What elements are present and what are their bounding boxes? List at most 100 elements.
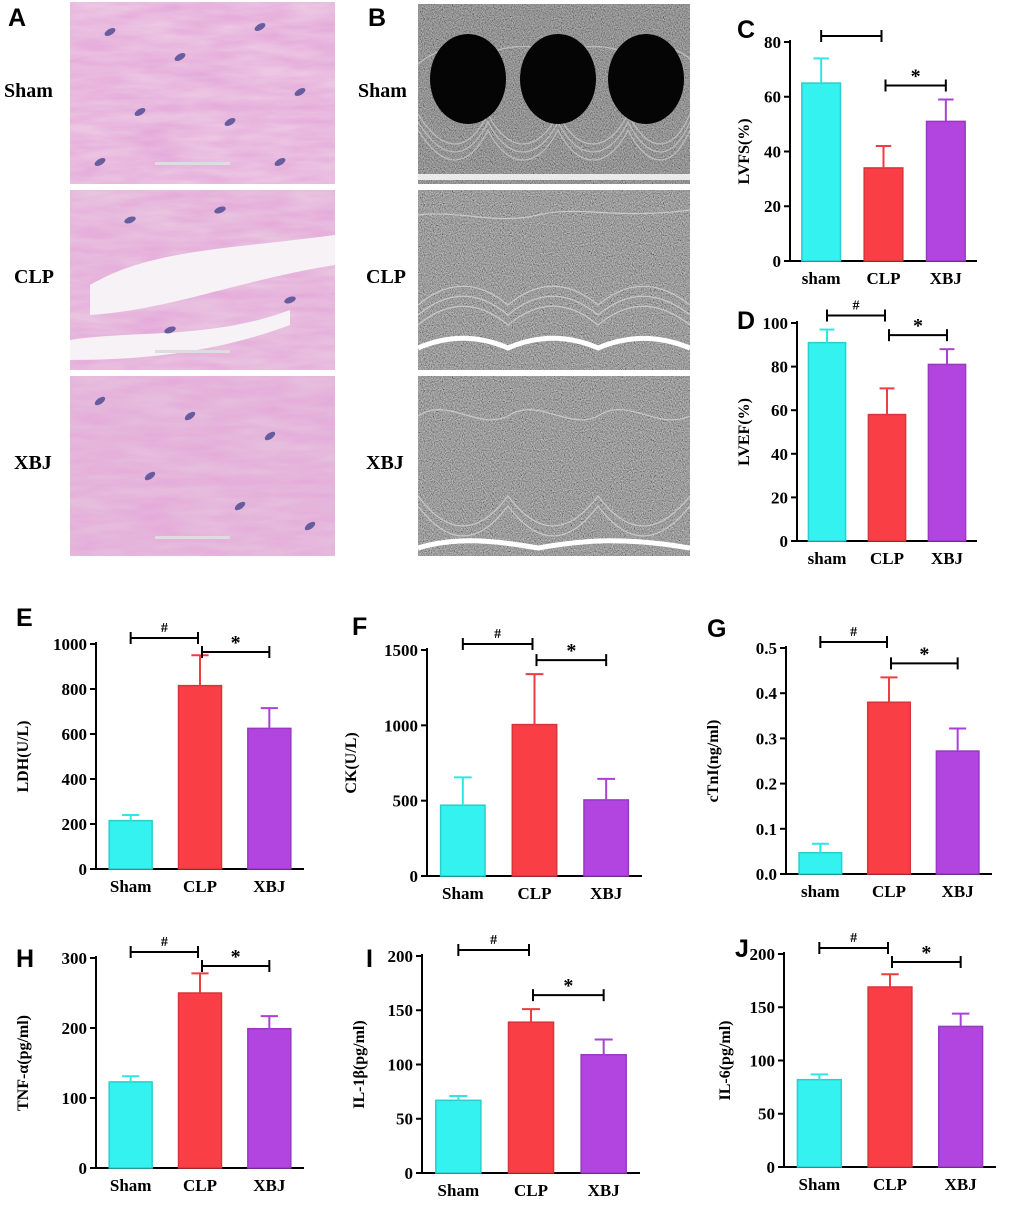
significance-marker: # bbox=[490, 933, 497, 948]
y-tick-label: 0.1 bbox=[756, 820, 777, 839]
y-tick-label: 500 bbox=[393, 792, 419, 811]
x-tick-label: CLP bbox=[872, 882, 906, 901]
x-tick-label: XBJ bbox=[930, 269, 963, 288]
echo-row-label-sham: Sham bbox=[358, 80, 407, 102]
y-tick-label: 20 bbox=[764, 197, 781, 216]
y-tick-label: 0 bbox=[410, 867, 419, 886]
panel-label-h: H bbox=[16, 945, 35, 973]
panel-label-e: E bbox=[16, 604, 33, 632]
histology-image-clp bbox=[70, 190, 335, 370]
chart-il-6: 0 50 100 150 200 Sham CLP XBJ # * IL-6(pg/ml) bbox=[716, 930, 1006, 1200]
y-tick-label: 0.3 bbox=[756, 729, 777, 748]
x-tick-label: XBJ bbox=[931, 549, 964, 568]
bar-xbj bbox=[938, 1025, 984, 1168]
y-tick-label: 100 bbox=[750, 1051, 776, 1070]
bar-sham bbox=[439, 804, 486, 877]
significance-marker: * bbox=[919, 643, 929, 665]
x-tick-label: CLP bbox=[183, 877, 217, 896]
y-tick-label: 0.4 bbox=[756, 684, 778, 703]
panel-label-a: A bbox=[8, 4, 27, 32]
y-tick-label: 0 bbox=[773, 252, 782, 271]
y-tick-label: 0.2 bbox=[756, 775, 777, 794]
significance-marker: # bbox=[494, 627, 501, 642]
echo-row-label-clp: CLP bbox=[366, 266, 406, 288]
echo-image-clp bbox=[418, 190, 690, 370]
y-tick-label: 0 bbox=[79, 1159, 88, 1178]
x-tick-label: Sham bbox=[110, 877, 152, 896]
x-tick-label: XBJ bbox=[590, 884, 623, 903]
x-tick-label: CLP bbox=[870, 549, 904, 568]
significance-marker: * bbox=[913, 315, 923, 337]
y-tick-label: 600 bbox=[62, 725, 88, 744]
bar-clp bbox=[866, 701, 912, 875]
bar-xbj bbox=[247, 1027, 292, 1169]
panel-label-j: J bbox=[735, 935, 749, 963]
y-axis-label: LVEF(%) bbox=[736, 398, 753, 466]
x-tick-label: CLP bbox=[183, 1176, 217, 1195]
bar-sham bbox=[807, 341, 847, 542]
y-tick-label: 800 bbox=[62, 680, 88, 699]
y-axis-label: IL-6(pg/ml) bbox=[717, 1021, 734, 1101]
y-tick-label: 80 bbox=[764, 33, 781, 52]
y-tick-label: 0.0 bbox=[756, 865, 777, 884]
panel-label-i: I bbox=[366, 945, 373, 973]
y-tick-label: 0.5 bbox=[756, 639, 777, 658]
x-tick-label: XBJ bbox=[945, 1175, 978, 1194]
x-tick-label: Sham bbox=[438, 1181, 480, 1200]
y-tick-label: 60 bbox=[771, 401, 788, 420]
bar-xbj bbox=[925, 120, 966, 262]
y-tick-label: 0 bbox=[79, 860, 88, 879]
significance-marker: * bbox=[566, 640, 576, 662]
y-tick-label: 0 bbox=[767, 1158, 776, 1177]
bar-clp bbox=[867, 413, 907, 542]
y-tick-label: 200 bbox=[750, 945, 776, 964]
y-tick-label: 300 bbox=[62, 949, 88, 968]
significance-marker: * bbox=[911, 65, 921, 87]
y-tick-label: 60 bbox=[764, 88, 781, 107]
panel-label-c: C bbox=[737, 16, 756, 44]
y-tick-label: 400 bbox=[62, 770, 88, 789]
y-tick-label: 50 bbox=[758, 1105, 775, 1124]
x-tick-label: Sham bbox=[442, 884, 484, 903]
histology-image-sham bbox=[70, 2, 335, 184]
significance-marker: # bbox=[850, 625, 857, 640]
bar-clp bbox=[867, 986, 913, 1168]
bar-sham bbox=[798, 852, 843, 875]
y-tick-label: 80 bbox=[771, 358, 788, 377]
y-tick-label: 200 bbox=[62, 815, 88, 834]
y-tick-label: 1500 bbox=[384, 641, 418, 660]
chart-lvef: 0 20 40 60 80 100 sham CLP XBJ # * LVEF(%) bbox=[735, 293, 985, 583]
histology-row-label-sham: Sham bbox=[4, 80, 53, 102]
chart-lvfs: 0 20 40 60 80 sham CLP XBJ * LVFS(%) bbox=[735, 4, 985, 294]
echo-image-xbj bbox=[418, 376, 690, 556]
y-tick-label: 50 bbox=[396, 1110, 413, 1129]
x-tick-label: sham bbox=[801, 882, 840, 901]
significance-marker: * bbox=[231, 632, 241, 654]
x-tick-label: XBJ bbox=[253, 877, 286, 896]
bar-clp bbox=[507, 1021, 555, 1174]
significance-marker: # bbox=[853, 299, 860, 314]
x-tick-label: CLP bbox=[873, 1175, 907, 1194]
bar-xbj bbox=[580, 1053, 627, 1174]
bar-clp bbox=[177, 684, 223, 870]
panel-label-b: B bbox=[368, 4, 387, 32]
bar-sham bbox=[796, 1078, 842, 1168]
x-tick-label: CLP bbox=[867, 269, 901, 288]
x-tick-label: Sham bbox=[799, 1175, 841, 1194]
significance-marker: # bbox=[850, 931, 857, 946]
bar-xbj bbox=[927, 363, 967, 542]
y-tick-label: 150 bbox=[750, 998, 776, 1017]
x-tick-label: CLP bbox=[514, 1181, 548, 1200]
bar-sham bbox=[108, 819, 153, 870]
y-tick-label: 0 bbox=[405, 1164, 414, 1183]
y-axis-label: TNF-α(pg/ml) bbox=[15, 1015, 32, 1111]
x-tick-label: XBJ bbox=[942, 882, 975, 901]
y-axis-label: cTnI(ng/ml) bbox=[705, 720, 722, 803]
significance-marker: * bbox=[231, 946, 241, 968]
x-tick-label: Sham bbox=[110, 1176, 152, 1195]
y-tick-label: 1000 bbox=[53, 635, 87, 654]
significance-marker: # bbox=[161, 935, 168, 950]
x-tick-label: sham bbox=[808, 549, 847, 568]
x-tick-label: CLP bbox=[518, 884, 552, 903]
histology-row-label-clp: CLP bbox=[14, 266, 54, 288]
